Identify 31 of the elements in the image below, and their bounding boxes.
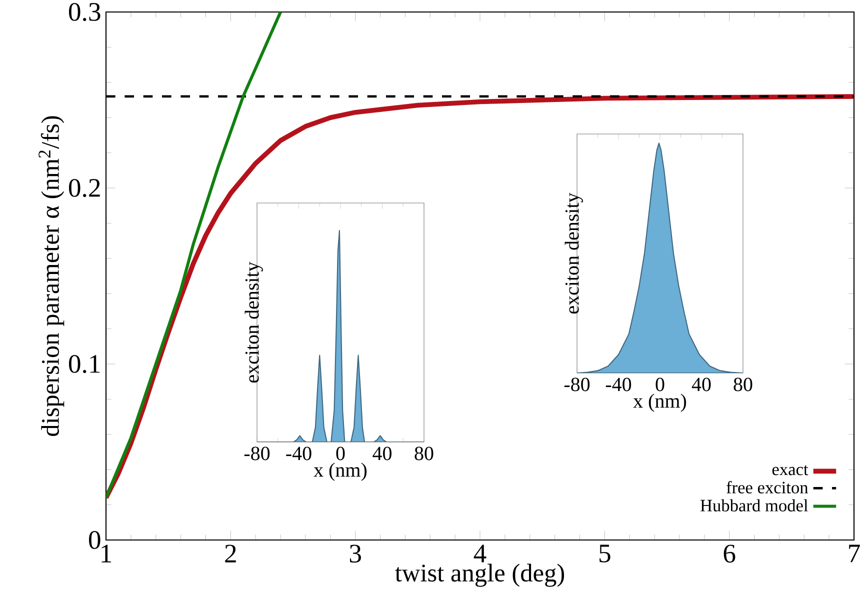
y-axis-title: dispersion parameter α (nm$^{2}$/fs) [38, 116, 64, 436]
x-tick-label: 0 [656, 378, 664, 392]
y-axis-title: exciton density [244, 262, 263, 383]
x-tick-label: 7 [849, 544, 860, 562]
legend-label: free exciton [726, 481, 808, 494]
x-tick-label: -40 [286, 446, 312, 460]
y-tick-label: 0.3 [68, 2, 100, 22]
y-tick-label: 0.1 [68, 354, 100, 374]
x-tick-label: -80 [244, 446, 270, 460]
legend-label: exact [772, 465, 808, 476]
x-axis-title: x (nm) [314, 462, 367, 481]
x-tick-label: 3 [350, 544, 361, 563]
x-tick-label: 2 [225, 544, 236, 562]
legend-label: Hubbard model [700, 499, 808, 512]
line-series [106, 12, 282, 500]
x-tick-label: 6 [724, 544, 736, 563]
x-tick-label: 40 [372, 446, 392, 460]
x-tick-label: 40 [692, 378, 711, 392]
y-axis-title: exciton density [564, 192, 583, 314]
x-tick-label: -40 [606, 378, 632, 392]
x-tick-label: 5 [600, 544, 610, 562]
x-axis-title: twist angle (deg) [395, 564, 564, 587]
x-tick-label: 4 [474, 544, 486, 562]
y-tick-label: 0 [88, 531, 100, 549]
x-tick-label: 80 [734, 378, 752, 392]
y-tick-label: 0.2 [68, 178, 100, 198]
x-tick-label: -80 [564, 378, 590, 392]
x-axis-title: x (nm) [633, 394, 686, 412]
x-tick-label: 80 [414, 446, 434, 460]
x-tick-label: 0 [336, 446, 345, 460]
x-tick-label: 1 [102, 544, 112, 562]
